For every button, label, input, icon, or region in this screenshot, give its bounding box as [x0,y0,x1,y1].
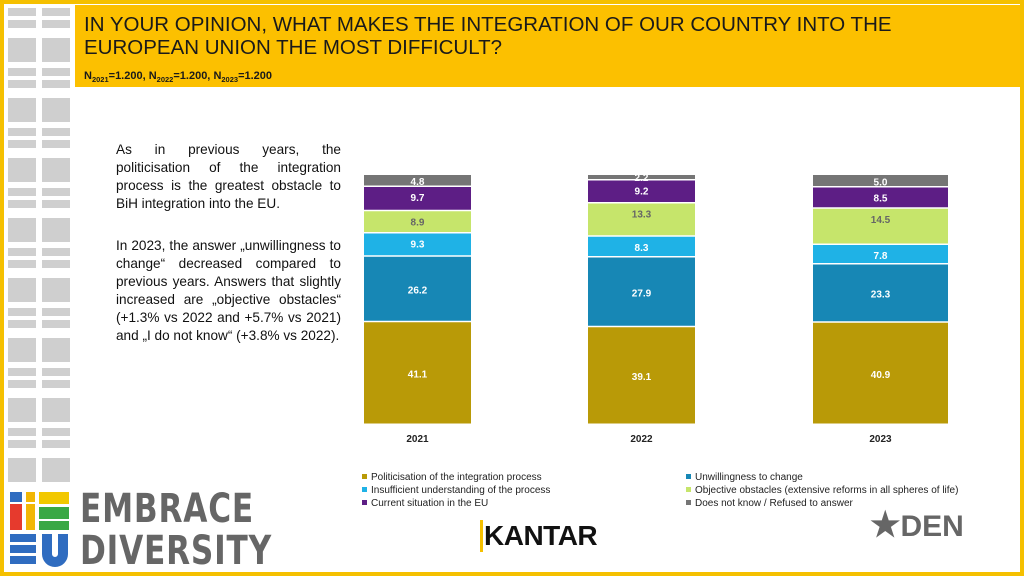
bih-eu-color-logo [10,492,69,567]
data-label: 13.3 [632,210,652,221]
bar-segment [364,187,471,210]
data-label: 9.2 [635,187,649,198]
data-label: 7.8 [874,251,888,262]
eu-bih-decorative-pattern [6,6,70,486]
legend-item: Unwillingness to change [686,471,958,484]
data-label: 9.7 [411,193,425,204]
bar-segment [588,257,695,326]
data-label: 23.3 [871,290,891,301]
legend-item: Current situation in the EU [362,497,550,510]
data-label: 8.3 [635,243,649,254]
bar-segment [588,327,695,424]
data-label: 2.2 [635,173,649,184]
data-label: 14.5 [871,215,891,226]
data-label: 40.9 [871,370,891,381]
bar-segment [364,211,471,232]
data-label: 8.9 [411,217,425,228]
data-label: 4.8 [411,177,425,188]
data-label: 41.1 [408,370,428,381]
legend-col-1: Politicisation of the integration proces… [362,471,550,511]
data-label: 27.9 [632,288,652,299]
legend-item: Objective obstacles (extensive reforms i… [686,484,958,497]
x-tick-label: 2022 [630,434,653,445]
x-tick-label: 2021 [406,434,429,445]
bar-segment [364,322,471,424]
bar-segment [588,236,695,256]
bar-segment [364,256,471,321]
bar-segment [364,233,471,256]
summary-paragraph-1: As in previous years, the politicisation… [116,142,341,211]
data-label: 8.5 [874,194,888,205]
bar-segment [813,187,948,208]
header-banner: IN YOUR OPINION, WHAT MAKES THE INTEGRAT… [75,5,1020,87]
legend-col-2: Unwillingness to change Objective obstac… [686,471,958,511]
den-logo: ★DEN [870,506,964,544]
legend-item: Insufficient understanding of the proces… [362,484,550,497]
bar-segment [813,208,948,244]
legend-swatch [686,487,691,493]
data-label: 26.2 [408,286,428,297]
x-tick-label: 2023 [869,434,892,445]
sample-size: N2021=1.200, N2022=1.200, N2023=1.200 [84,70,273,85]
legend-item: Politicisation of the integration proces… [362,471,550,484]
legend-swatch [362,487,367,493]
legend-swatch [362,474,367,479]
data-label: 39.1 [632,372,652,383]
embrace-diversity-logo: EMBRACE DIVERSITY [80,486,272,574]
bar-segment [813,245,948,263]
bar-segment [588,203,695,236]
bar-segment [813,175,948,186]
bar-segment [588,180,695,202]
kantar-logo: KANTAR [480,520,598,552]
data-label: 9.3 [411,240,425,251]
data-label: 5.0 [874,177,888,188]
legend-item: Does not know / Refused to answer [686,497,958,510]
legend-swatch [686,474,691,479]
bar-segment [813,322,948,424]
bar-segment [588,175,695,179]
bar-segment [364,175,471,186]
legend-swatch [362,500,367,506]
bar-segment [813,264,948,322]
page-title: IN YOUR OPINION, WHAT MAKES THE INTEGRAT… [84,13,892,59]
summary-paragraph-2: In 2023, the answer „unwillingness to ch… [116,238,341,343]
legend-swatch [686,500,691,506]
